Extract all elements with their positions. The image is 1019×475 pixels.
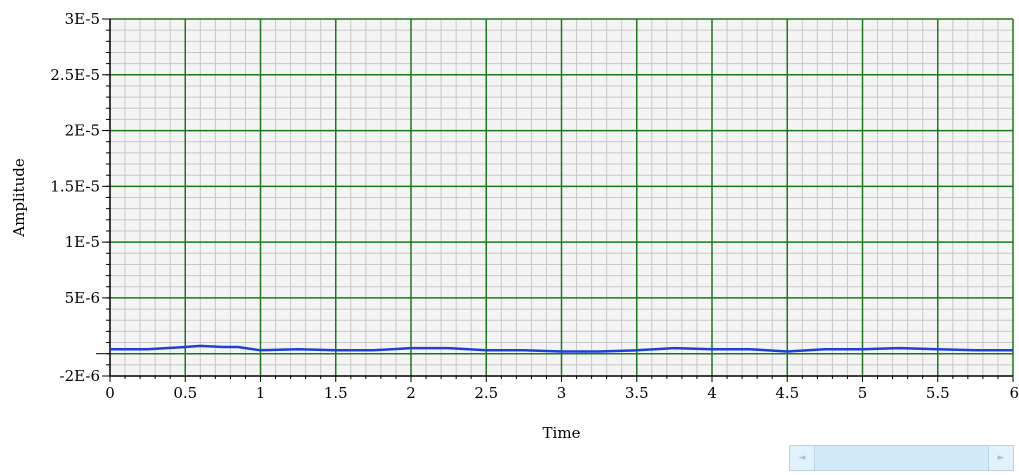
x-axis-ticks: 0 0.5 1 1.5 2 2.5 3 3.5 4 4.5 5 5.5 6 <box>105 376 1019 402</box>
y-axis-ticks: -2E-6 5E-6 1E-5 1.5E-5 2E-5 2.5E-5 3E-5 <box>50 10 110 385</box>
y-tick-label: 5E-6 <box>65 289 100 307</box>
x-tick-label: 1 <box>256 384 266 402</box>
y-tick-label: -2E-6 <box>60 367 100 385</box>
amplitude-series-line <box>110 344 1013 353</box>
chart-svg: 0 0.5 1 1.5 2 2.5 3 3.5 4 4.5 5 5.5 6 -2E-6 5E-6 1E-5 1… <box>10 10 1019 440</box>
x-tick-label: 4.5 <box>775 384 799 402</box>
y-tick-label: 3E-5 <box>65 10 100 28</box>
x-tick-label: 6 <box>1009 384 1019 402</box>
x-tick-label: 0 <box>105 384 115 402</box>
y-tick-label: 1E-5 <box>65 233 100 251</box>
x-tick-label: 5.5 <box>926 384 950 402</box>
x-tick-label: 3.5 <box>625 384 649 402</box>
y-tick-label: 1.5E-5 <box>50 177 100 195</box>
horizontal-scrollbar[interactable]: ◄ ► <box>789 445 1014 471</box>
x-tick-label: 2.5 <box>474 384 498 402</box>
right-arrow-icon: ► <box>997 453 1005 463</box>
x-tick-label: 4 <box>707 384 717 402</box>
x-tick-label: 1.5 <box>324 384 348 402</box>
series-group <box>110 344 1013 353</box>
scroll-thumb[interactable] <box>816 446 987 470</box>
x-tick-label: 5 <box>858 384 868 402</box>
scroll-right-button[interactable]: ► <box>988 446 1013 470</box>
y-axis-title: Amplitude <box>10 158 28 238</box>
x-tick-label: 2 <box>406 384 416 402</box>
left-arrow-icon: ◄ <box>798 453 806 463</box>
y-tick-label: 2.5E-5 <box>50 66 100 84</box>
x-tick-label: 3 <box>557 384 567 402</box>
scroll-left-button[interactable]: ◄ <box>790 446 815 470</box>
x-axis-title: Time <box>543 424 581 440</box>
major-grid <box>110 18 1014 376</box>
x-tick-label: 0.5 <box>173 384 197 402</box>
y-tick-label: 2E-5 <box>65 122 100 140</box>
